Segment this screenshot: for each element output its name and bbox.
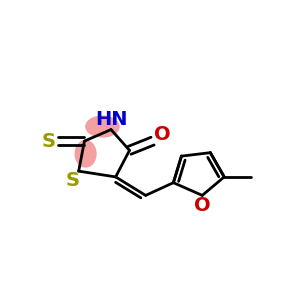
Text: O: O [194,196,211,214]
Ellipse shape [85,116,120,138]
Text: S: S [66,171,80,190]
Ellipse shape [74,140,97,168]
Text: HN: HN [95,110,127,129]
Text: S: S [42,132,56,151]
Text: O: O [154,125,170,144]
